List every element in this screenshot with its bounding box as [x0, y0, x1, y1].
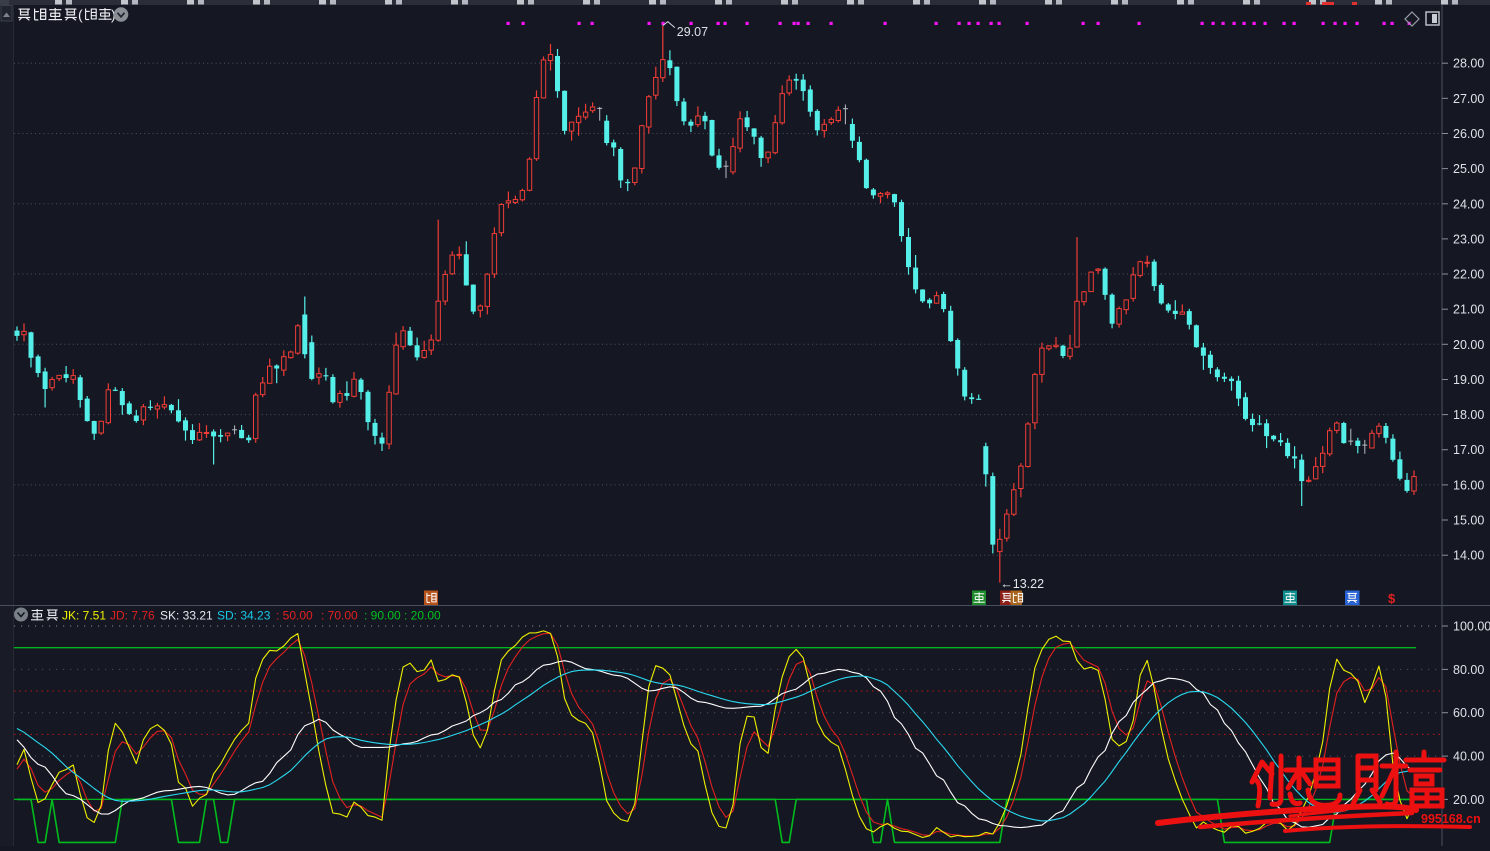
svg-text:: 90.00: : 90.00 [364, 609, 401, 623]
svg-text:SK: 33.21: SK: 33.21 [160, 609, 213, 623]
svg-text:←13.22: ←13.22 [1000, 577, 1044, 591]
svg-text:23.00: 23.00 [1453, 232, 1484, 246]
svg-text:60.00: 60.00 [1453, 706, 1484, 720]
svg-text:16.00: 16.00 [1453, 478, 1484, 492]
svg-text:SD: 34.23: SD: 34.23 [217, 609, 271, 623]
svg-text:100.00: 100.00 [1453, 620, 1490, 634]
svg-text:20.00: 20.00 [1453, 338, 1484, 352]
svg-text:19.00: 19.00 [1453, 373, 1484, 387]
svg-text:25.00: 25.00 [1453, 162, 1484, 176]
svg-text:(: ( [78, 7, 83, 23]
svg-text:18.00: 18.00 [1453, 408, 1484, 422]
svg-text:22.00: 22.00 [1453, 268, 1484, 282]
svg-text:JD: 7.76: JD: 7.76 [110, 609, 155, 623]
svg-text:: 20.00: : 20.00 [404, 609, 441, 623]
svg-text:: 50.00: : 50.00 [276, 609, 313, 623]
svg-text:80.00: 80.00 [1453, 663, 1484, 677]
svg-text:26.00: 26.00 [1453, 127, 1484, 141]
svg-text:$: $ [1388, 591, 1396, 606]
svg-text:20.00: 20.00 [1453, 793, 1484, 807]
svg-text:28.00: 28.00 [1453, 57, 1484, 71]
svg-text:29.07: 29.07 [677, 25, 708, 39]
svg-text:995168.cn: 995168.cn [1421, 812, 1481, 826]
svg-text:15.00: 15.00 [1453, 514, 1484, 528]
svg-text:: 70.00: : 70.00 [321, 609, 358, 623]
svg-text:40.00: 40.00 [1453, 750, 1484, 764]
svg-text:14.00: 14.00 [1453, 549, 1484, 563]
svg-text:JK: 7.51: JK: 7.51 [62, 609, 106, 623]
svg-text:21.00: 21.00 [1453, 303, 1484, 317]
svg-text:17.00: 17.00 [1453, 443, 1484, 457]
svg-text:): ) [111, 7, 116, 23]
svg-text:27.00: 27.00 [1453, 92, 1484, 106]
svg-text:24.00: 24.00 [1453, 197, 1484, 211]
